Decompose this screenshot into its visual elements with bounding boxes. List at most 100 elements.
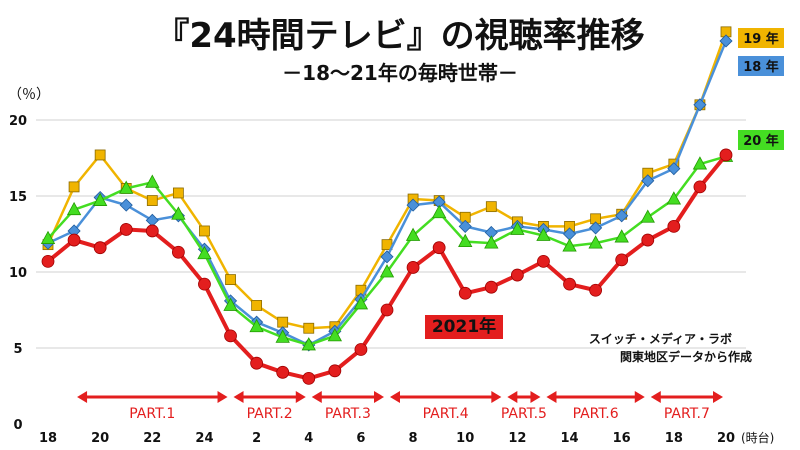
data-point — [93, 241, 107, 255]
legend-box-3 — [425, 315, 503, 339]
data-point — [510, 268, 524, 282]
part-arrow-head-left — [546, 391, 557, 403]
y-tick-label: 10 — [9, 266, 27, 281]
y-tick-label: 20 — [9, 114, 27, 129]
data-point — [66, 201, 82, 216]
source-note-1: スイッチ・メディア・ラボ — [589, 331, 732, 346]
data-point — [119, 180, 134, 194]
part-arrow-head-left — [650, 391, 661, 403]
part-arrow-head-right — [295, 391, 306, 403]
x-tick-label: 8 — [409, 431, 418, 446]
data-point — [615, 209, 629, 223]
data-point — [353, 296, 369, 310]
x-tick-label: 18 — [665, 431, 683, 446]
part-arrow-head-right — [713, 391, 723, 403]
part-arrow-head-left — [233, 391, 244, 403]
x-tick-label: 22 — [143, 431, 161, 446]
chart-title: 『24時間テレビ』の視聴率推移 — [155, 16, 644, 56]
data-point — [719, 148, 733, 162]
data-point — [536, 227, 551, 241]
data-point — [615, 253, 629, 267]
part-arrow-head-right — [491, 391, 502, 403]
legend-label-0: 19 年 — [743, 31, 779, 47]
data-point — [380, 250, 394, 264]
part-label: PART.2 — [247, 406, 293, 422]
data-point — [276, 365, 290, 379]
data-point — [40, 230, 56, 244]
x-tick-label: 14 — [560, 431, 578, 446]
part-arrow-head-right — [374, 391, 384, 403]
data-point — [67, 233, 81, 247]
data-point — [171, 245, 185, 259]
data-point — [667, 219, 681, 233]
part-arrow-head-left — [507, 391, 518, 403]
part-label: PART.6 — [573, 406, 619, 422]
data-point — [302, 371, 316, 385]
data-point — [380, 303, 394, 317]
data-point — [589, 221, 603, 235]
x-tick-label: 20 — [717, 431, 735, 446]
legend-box-1 — [738, 56, 784, 76]
data-point — [354, 343, 368, 356]
data-point — [146, 195, 158, 206]
data-point — [484, 235, 499, 249]
data-point — [666, 191, 682, 205]
part-label: PART.1 — [129, 406, 175, 422]
data-point — [406, 261, 420, 274]
x-axis-label: (時台) — [741, 430, 774, 445]
data-point — [510, 221, 525, 235]
data-point — [250, 356, 264, 370]
data-point — [614, 229, 629, 243]
x-tick-label: 16 — [613, 431, 631, 446]
data-point — [379, 264, 395, 278]
part-arrow-head-left — [390, 391, 400, 403]
y-axis-label: （％） — [8, 87, 50, 103]
x-tick-label: 2 — [252, 431, 261, 446]
y-tick-label: 15 — [9, 190, 27, 205]
data-point — [406, 198, 420, 212]
data-point — [485, 201, 497, 213]
x-tick-label: 6 — [356, 431, 365, 446]
data-point — [172, 187, 184, 199]
data-point — [197, 245, 212, 260]
y-tick-label: 0 — [13, 418, 22, 433]
data-point — [667, 162, 681, 176]
data-point — [588, 235, 603, 249]
legend-box-0 — [738, 28, 784, 48]
data-point — [199, 225, 210, 237]
data-point — [484, 280, 498, 294]
data-point — [405, 227, 421, 241]
data-point — [277, 316, 289, 328]
data-point — [224, 329, 237, 343]
data-point — [92, 192, 108, 206]
data-point — [693, 180, 707, 194]
data-point — [431, 204, 447, 219]
data-point — [458, 233, 473, 248]
data-point — [562, 238, 577, 252]
data-point — [641, 233, 655, 247]
data-point — [301, 337, 316, 351]
legend: 19 年 18 年 20 年 2021年 — [425, 28, 784, 339]
part-label: PART.4 — [423, 406, 469, 422]
data-point — [119, 223, 133, 236]
x-tick-label: 12 — [508, 431, 526, 446]
legend-box-2 — [738, 130, 784, 150]
x-tick-label: 10 — [456, 431, 474, 446]
data-point — [94, 149, 106, 161]
part-arrow-head-right — [634, 391, 645, 403]
part-label: PART.3 — [325, 406, 371, 422]
data-point — [145, 213, 159, 227]
x-tick-label: 20 — [91, 431, 109, 446]
y-tick-label: 5 — [13, 342, 22, 357]
data-point — [719, 34, 733, 48]
data-point — [641, 174, 655, 188]
data-point — [432, 241, 446, 255]
part-arrow-head-left — [311, 391, 322, 403]
x-tick-label: 4 — [304, 431, 313, 446]
legend-label-3: 2021年 — [432, 316, 496, 337]
data-point — [563, 277, 576, 291]
data-point — [328, 364, 342, 378]
source-note-2: 関東地区データから作成 — [620, 349, 752, 364]
